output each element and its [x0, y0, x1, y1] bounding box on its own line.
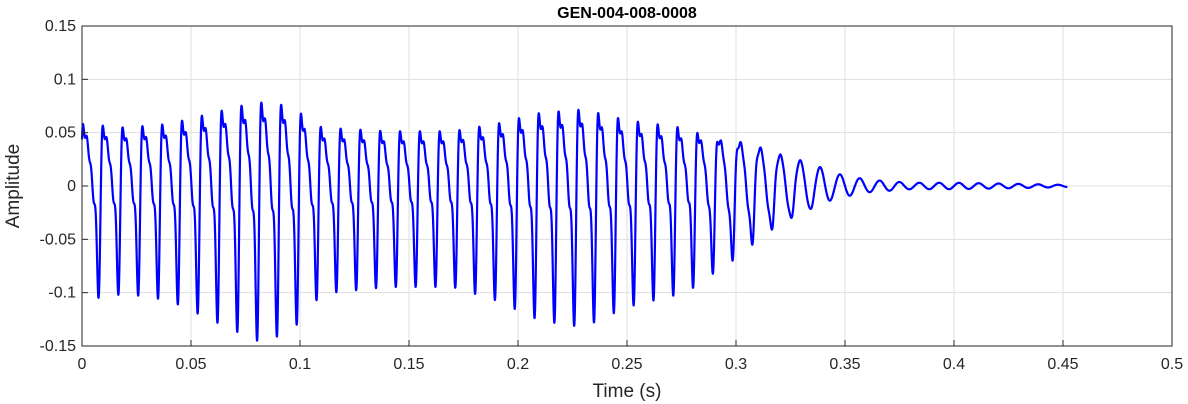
x-tick-label: 0.1 — [289, 356, 311, 373]
y-tick-label: -0.1 — [48, 285, 76, 302]
y-tick-label: -0.15 — [40, 338, 77, 355]
x-tick-label: 0.15 — [393, 356, 424, 373]
y-tick-label: 0.15 — [45, 18, 76, 35]
x-tick-label: 0.05 — [175, 356, 206, 373]
series-layer — [80, 101, 1069, 342]
y-tick-label: 0.1 — [54, 71, 76, 88]
x-tick-label: 0.2 — [507, 356, 529, 373]
x-tick-label: 0.4 — [943, 356, 965, 373]
chart-title: GEN-004-008-0008 — [557, 5, 697, 22]
y-tick-label: -0.05 — [40, 231, 77, 248]
x-tick-label: 0.35 — [829, 356, 860, 373]
x-tick-label: 0.5 — [1161, 356, 1183, 373]
amplitude-series-line — [80, 101, 1069, 342]
x-tick-label: 0.3 — [725, 356, 747, 373]
y-tick-labels: 0.15 0.1 0.05 0 -0.05 -0.1 -0.15 — [40, 18, 77, 355]
y-axis-label: Amplitude — [3, 144, 24, 229]
x-tick-labels: 0 0.05 0.1 0.15 0.2 0.25 0.3 0.35 0.4 0.45 0.5 — [78, 356, 1184, 373]
x-axis-label: Time (s) — [593, 381, 662, 402]
x-tick-label: 0.25 — [611, 356, 642, 373]
x-tick-label: 0 — [78, 356, 87, 373]
tick-marks — [81, 25, 1173, 347]
y-tick-label: 0.05 — [45, 125, 76, 142]
x-tick-label: 0.45 — [1047, 356, 1078, 373]
y-tick-label: 0 — [67, 178, 76, 195]
